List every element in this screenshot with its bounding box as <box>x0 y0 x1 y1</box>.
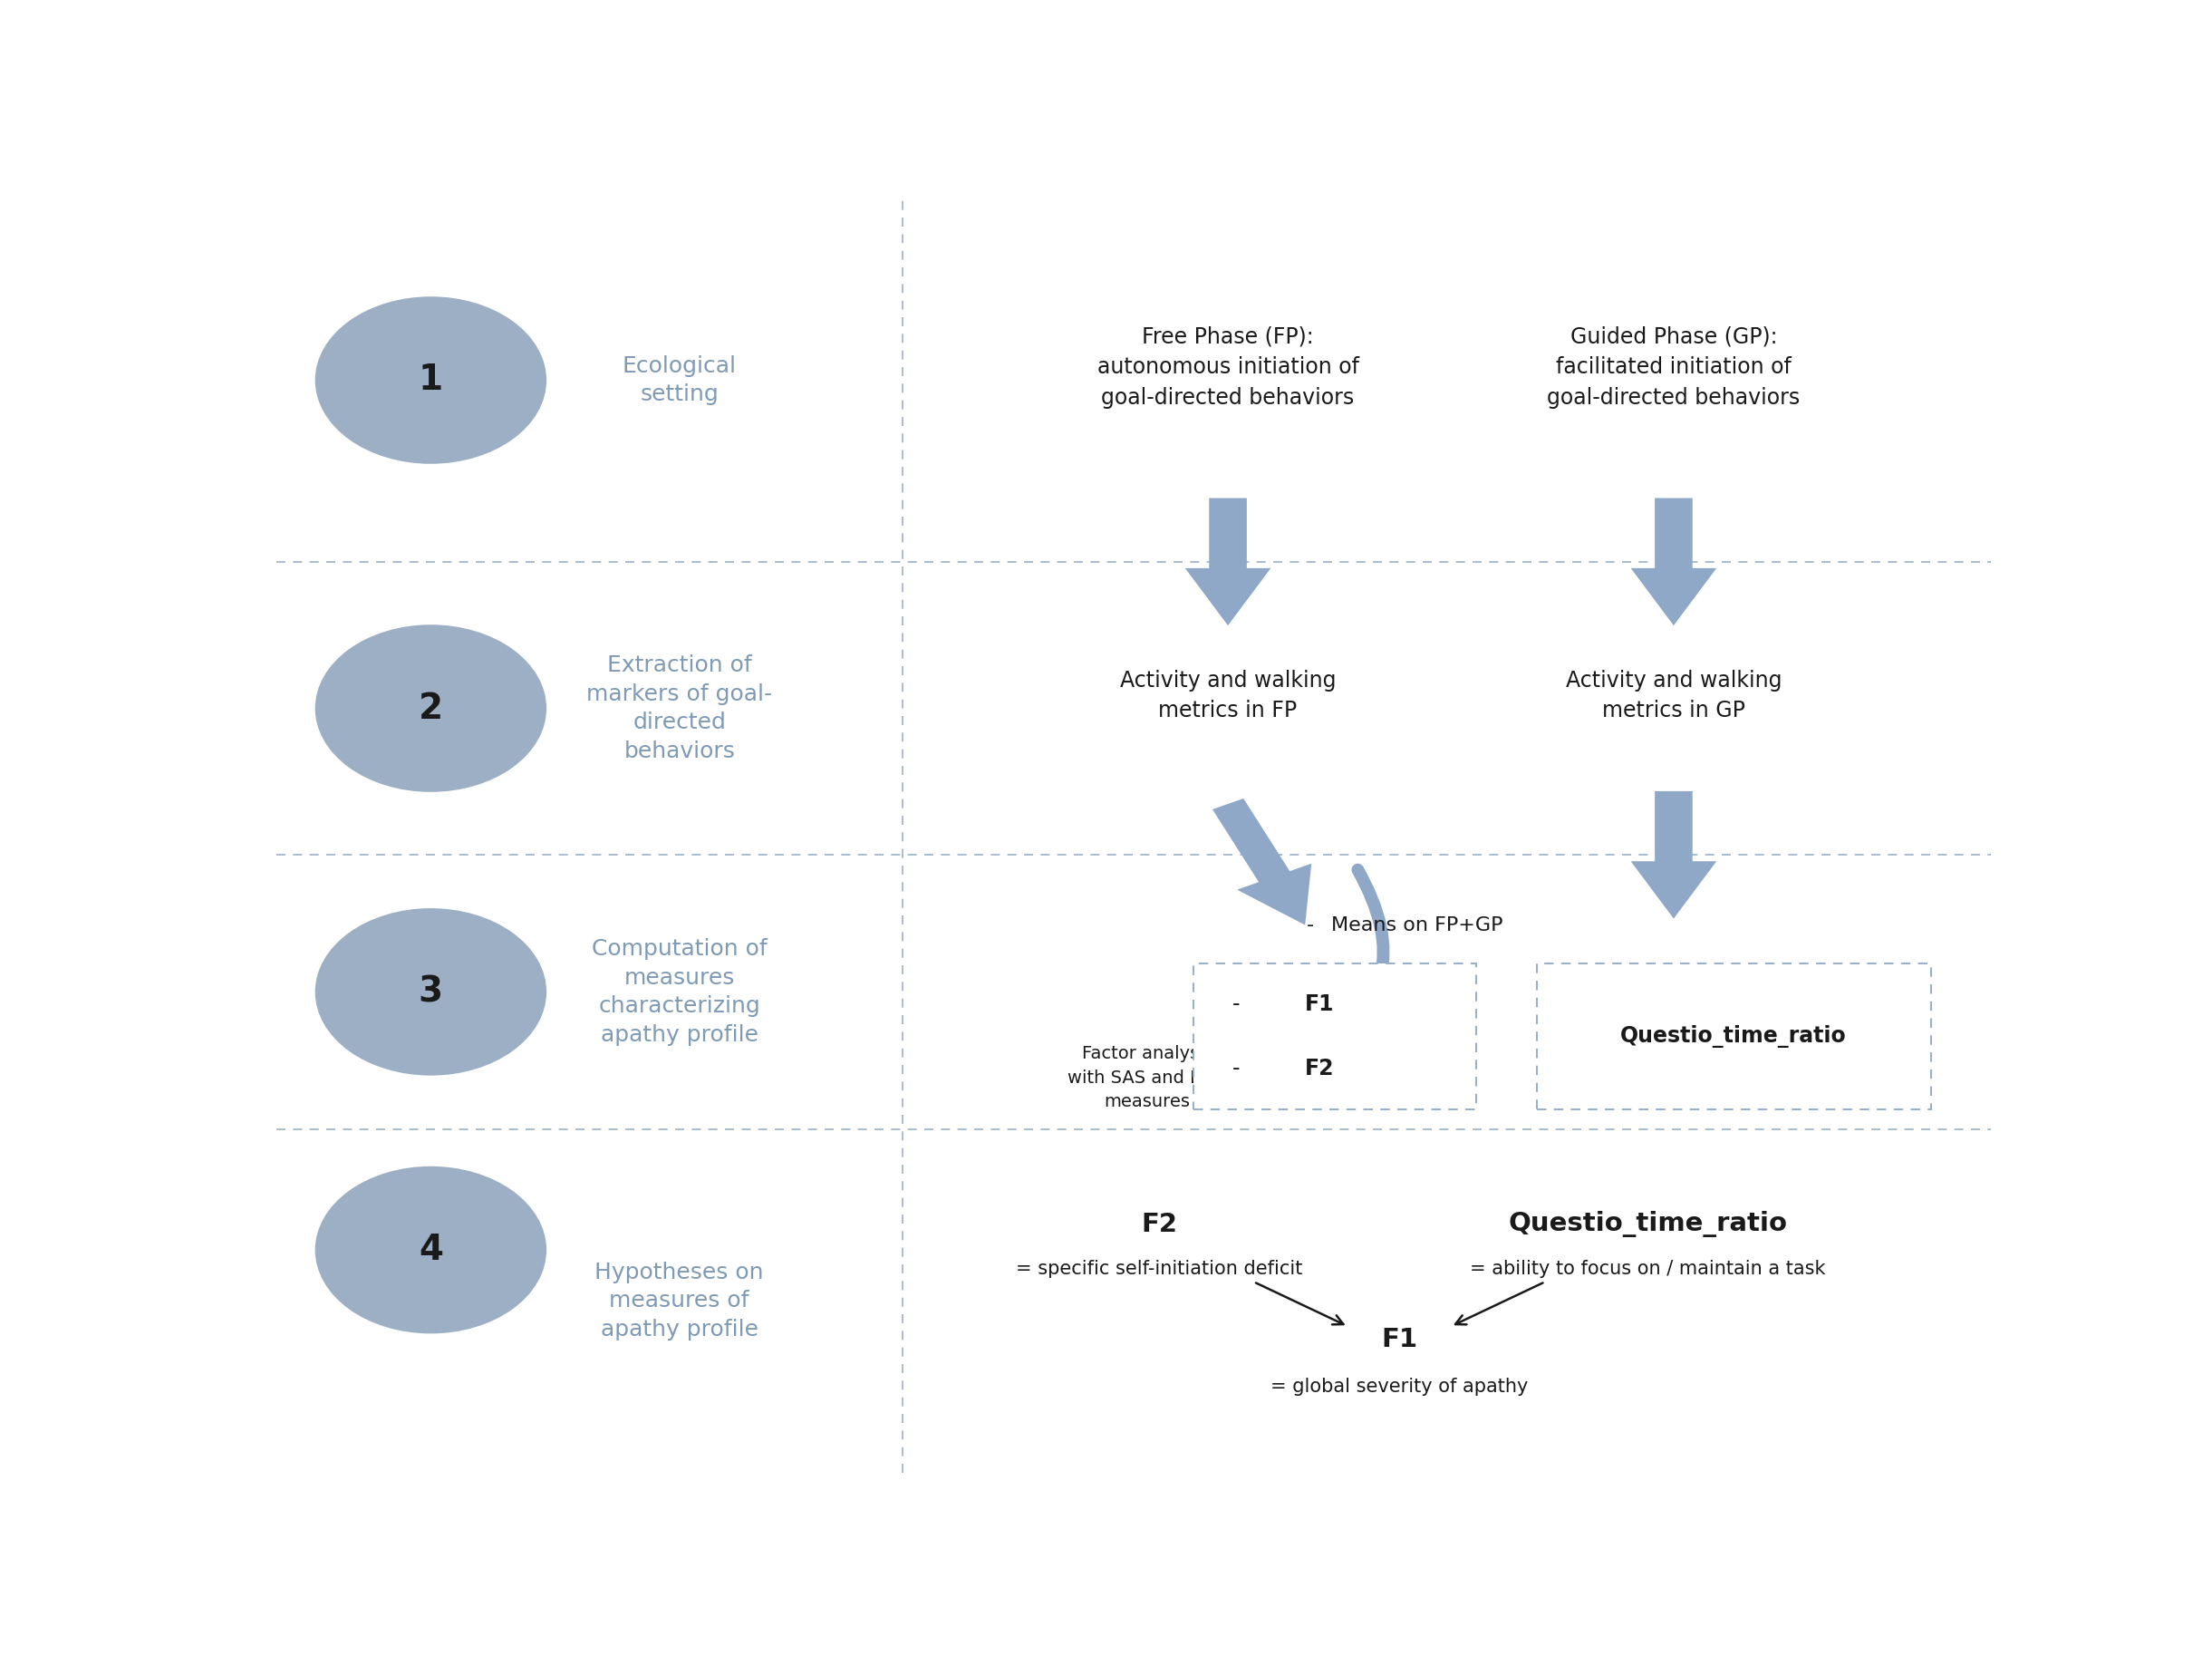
Ellipse shape <box>314 296 546 463</box>
Text: F1: F1 <box>1380 1326 1418 1352</box>
Text: F2: F2 <box>1141 1211 1177 1238</box>
Text: 3: 3 <box>418 975 442 1010</box>
Text: Hypotheses on
measures of
apathy profile: Hypotheses on measures of apathy profile <box>595 1261 763 1341</box>
Text: -: - <box>1307 980 1314 998</box>
PathPatch shape <box>1630 791 1717 919</box>
Text: Extraction of
markers of goal-
directed
behaviors: Extraction of markers of goal- directed … <box>586 654 772 763</box>
Text: 2: 2 <box>418 692 442 725</box>
Text: Ecological
setting: Ecological setting <box>622 356 737 405</box>
Text: Deltas FP-GP: Deltas FP-GP <box>1332 980 1460 998</box>
Text: 4: 4 <box>418 1233 442 1268</box>
PathPatch shape <box>1630 498 1717 626</box>
Text: Activity and walking
metrics in GP: Activity and walking metrics in GP <box>1566 670 1781 722</box>
Text: = specific self-initiation deficit: = specific self-initiation deficit <box>1015 1259 1303 1278</box>
Text: 1: 1 <box>418 362 442 397</box>
Text: -: - <box>1307 915 1314 933</box>
PathPatch shape <box>1186 498 1272 626</box>
Text: Free Phase (FP):
autonomous initiation of
goal-directed behaviors: Free Phase (FP): autonomous initiation o… <box>1097 326 1358 409</box>
FancyBboxPatch shape <box>1194 963 1478 1111</box>
Ellipse shape <box>314 624 546 793</box>
Text: Factor analysis
with SAS and DAS
measures: Factor analysis with SAS and DAS measure… <box>1068 1046 1228 1111</box>
Text: Questio_time_ratio: Questio_time_ratio <box>1621 1024 1847 1048</box>
Ellipse shape <box>314 909 546 1076</box>
Text: Questio_time_ratio: Questio_time_ratio <box>1509 1211 1787 1238</box>
Text: F2: F2 <box>1305 1058 1334 1079</box>
Text: = global severity of apathy: = global severity of apathy <box>1270 1377 1528 1395</box>
Text: F1: F1 <box>1305 993 1334 1015</box>
Text: = ability to focus on / maintain a task: = ability to focus on / maintain a task <box>1471 1259 1825 1278</box>
Text: -: - <box>1232 1058 1241 1079</box>
FancyArrowPatch shape <box>1310 871 1382 1054</box>
Text: Computation of
measures
characterizing
apathy profile: Computation of measures characterizing a… <box>591 938 768 1046</box>
PathPatch shape <box>1212 798 1312 925</box>
Ellipse shape <box>314 1167 546 1334</box>
Text: -: - <box>1232 993 1241 1015</box>
Text: Activity and walking
metrics in FP: Activity and walking metrics in FP <box>1119 670 1336 722</box>
Text: Guided Phase (GP):
facilitated initiation of
goal-directed behaviors: Guided Phase (GP): facilitated initiatio… <box>1546 326 1801 409</box>
FancyBboxPatch shape <box>1537 963 1931 1111</box>
Text: Means on FP+GP: Means on FP+GP <box>1332 915 1502 933</box>
